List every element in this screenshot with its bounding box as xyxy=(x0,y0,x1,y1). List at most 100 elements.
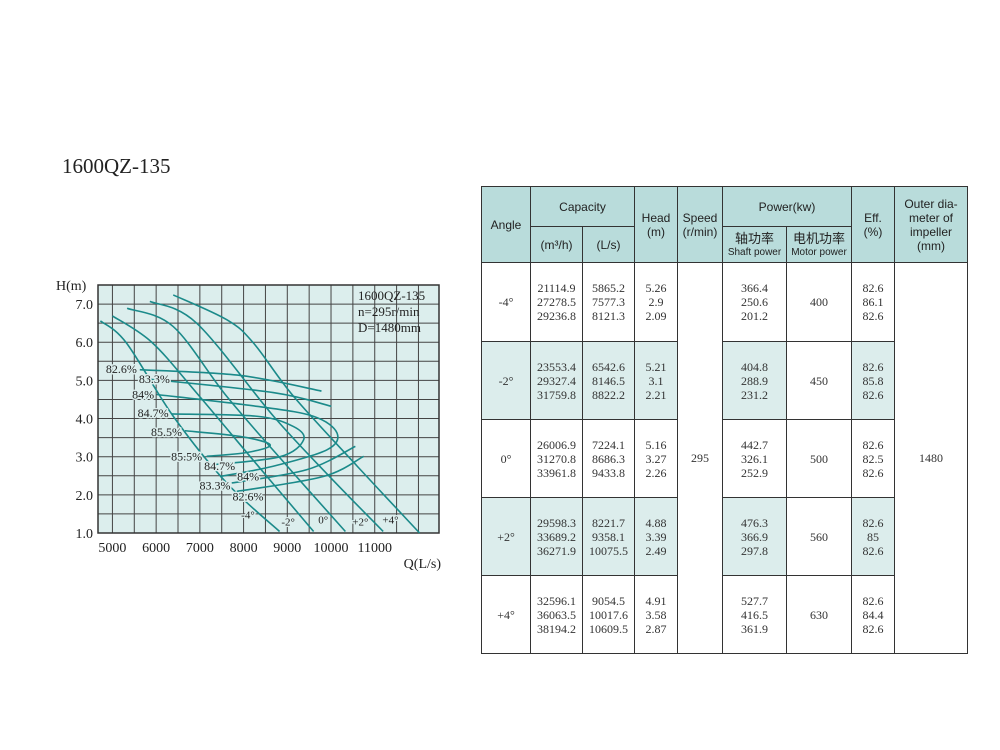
eff-cell-value: 82.6 xyxy=(862,465,884,480)
header-head: Head (m) xyxy=(634,186,678,263)
x-tick-label: 9000 xyxy=(273,541,301,556)
head-curve xyxy=(111,315,315,532)
capacity-ls-cell-value: 8146.5 xyxy=(592,373,625,388)
motor-power-cell: 400 xyxy=(786,262,852,342)
capacity-m3h-cell-value: 36063.5 xyxy=(537,607,576,622)
x-axis-label: Q(L/s) xyxy=(404,557,442,572)
y-tick-label: 6.0 xyxy=(76,336,94,351)
head-cell-value: 5.26 xyxy=(645,281,667,295)
head-curve xyxy=(126,307,346,533)
x-tick-label: 8000 xyxy=(230,541,258,556)
head-cell: 5.21 3.1 2.21 xyxy=(634,341,678,420)
head-cell-value: 2.9 xyxy=(648,295,664,309)
speed-label: Speed xyxy=(682,210,718,225)
header-motor-power: 电机功率 Motor power xyxy=(786,226,852,263)
eff-cell-value: 82.6 xyxy=(862,309,884,323)
efficiency-label: 85.5% xyxy=(171,450,202,464)
shaft-power-cell-value: 201.2 xyxy=(741,309,768,323)
head-curve xyxy=(149,300,384,533)
shaft-power-cell-value: 416.5 xyxy=(741,607,768,622)
legend-text: 1600QZ-135 xyxy=(358,288,425,303)
eff-cell-value: 82.6 xyxy=(862,621,884,636)
capacity-m3h-cell: 29598.3 33689.2 36271.9 xyxy=(530,497,583,576)
capacity-ls-cell: 9054.5 10017.6 10609.5 xyxy=(582,575,635,654)
capacity-ls-cell-value: 10075.5 xyxy=(589,543,628,558)
eff-cell-value: 82.6 xyxy=(862,387,884,402)
efficiency-contour xyxy=(171,413,305,466)
efficiency-label: 83.3% xyxy=(139,372,170,386)
shaft-power-cell-value: 231.2 xyxy=(741,387,768,402)
shaft-power-cell-value: 442.7 xyxy=(741,437,768,452)
capacity-ls-cell: 6542.6 8146.5 8822.2 xyxy=(582,341,635,420)
table-row: +4° 32596.1 36063.5 38194.2 9054.5 10017.6 106… xyxy=(481,575,968,654)
angle-cell: -4° xyxy=(481,262,531,342)
eff-cell: 82.6 85 82.6 xyxy=(851,497,895,576)
eff-cell: 82.6 86.1 82.6 xyxy=(851,262,895,342)
outer-line-3: impeller xyxy=(909,224,952,239)
header-cap-m3h: (m³/h) xyxy=(530,226,583,263)
motor-power-cell: 630 xyxy=(786,575,852,654)
shaft-power-cell-value: 366.9 xyxy=(741,529,768,544)
y-tick-label: 4.0 xyxy=(76,413,94,428)
head-curve xyxy=(99,320,281,533)
shaft-power-cell-value: 288.9 xyxy=(741,373,768,388)
angle-cell: -2° xyxy=(481,341,531,420)
head-cell: 5.26 2.9 2.09 xyxy=(634,262,678,342)
header-angle: Angle xyxy=(481,186,531,263)
head-cell-value: 3.1 xyxy=(648,373,664,388)
capacity-m3h-cell-value: 36271.9 xyxy=(537,543,576,558)
table-row: -4° 21114.9 27278.5 29236.8 5865.2 7577.3 8121… xyxy=(481,262,968,654)
head-curve xyxy=(172,294,421,534)
head-cell: 4.88 3.39 2.49 xyxy=(634,497,678,576)
plot-area xyxy=(98,285,439,533)
eff-cell-value: 86.1 xyxy=(862,295,884,309)
head-cell-value: 3.39 xyxy=(645,529,667,544)
head-unit: (m) xyxy=(647,224,665,239)
head-label: Head xyxy=(641,210,671,225)
eff-unit: (%) xyxy=(863,224,883,239)
shaft-power-cell-value: 366.4 xyxy=(741,281,768,295)
capacity-ls-cell-value: 9433.8 xyxy=(592,465,625,480)
eff-cell-value: 82.6 xyxy=(862,543,884,558)
shaft-power-cell-value: 326.1 xyxy=(741,451,768,466)
angle-cell: +4° xyxy=(481,575,531,654)
header-capacity: Capacity xyxy=(530,186,635,227)
capacity-ls-cell-value: 8121.3 xyxy=(592,309,625,323)
motor-power-cell: 450 xyxy=(786,341,852,420)
capacity-m3h-cell-value: 31270.8 xyxy=(537,451,576,466)
efficiency-contour xyxy=(184,429,271,458)
performance-chart: 82.6%83.3%84%84.7%85.5%83.3%82.6%85.5%84… xyxy=(56,279,442,572)
capacity-m3h-cell-value: 27278.5 xyxy=(537,295,576,309)
motor-power-cell: 500 xyxy=(786,419,852,498)
efficiency-contour xyxy=(156,393,339,478)
shaft-power-cell: 404.8 288.9 231.2 xyxy=(722,341,787,420)
eff-cell-value: 82.5 xyxy=(862,451,884,466)
capacity-ls-cell: 7224.1 8686.3 9433.8 xyxy=(582,419,635,498)
eff-cell-value: 82.6 xyxy=(862,437,884,452)
capacity-m3h-cell-value: 29598.3 xyxy=(537,515,576,530)
eff-cell-value: 85 xyxy=(867,529,879,544)
x-tick-label: 11000 xyxy=(357,541,391,556)
head-cell-value: 4.91 xyxy=(645,593,667,608)
head-cell: 5.16 3.27 2.26 xyxy=(634,419,678,498)
head-cell-value: 3.27 xyxy=(645,451,667,466)
angle-cell: +2° xyxy=(481,497,531,576)
capacity-m3h-cell-value: 29327.4 xyxy=(537,373,576,388)
angle-label: +2° xyxy=(352,517,368,529)
head-cell-value: 2.09 xyxy=(645,309,667,323)
capacity-ls-cell-value: 9358.1 xyxy=(592,529,625,544)
angle-cell: 0° xyxy=(481,419,531,498)
capacity-ls-cell-value: 9054.5 xyxy=(592,593,625,608)
table-row: -2° 23553.4 29327.4 31759.8 6542.6 8146.5 8822… xyxy=(481,341,968,420)
head-cell-value: 3.58 xyxy=(645,607,667,622)
head-cell-value: 2.21 xyxy=(645,387,667,402)
header-shaft-power: 轴功率 Shaft power xyxy=(722,226,787,263)
header-eff: Eff. (%) xyxy=(851,186,895,263)
eff-cell-value: 85.8 xyxy=(862,373,884,388)
capacity-ls-cell-value: 8221.7 xyxy=(592,515,625,530)
header-power: Power(kw) xyxy=(722,186,852,227)
capacity-m3h-cell-value: 29236.8 xyxy=(537,309,576,323)
shaft-power-cell-value: 252.9 xyxy=(741,465,768,480)
eff-cell: 82.6 85.8 82.6 xyxy=(851,341,895,420)
